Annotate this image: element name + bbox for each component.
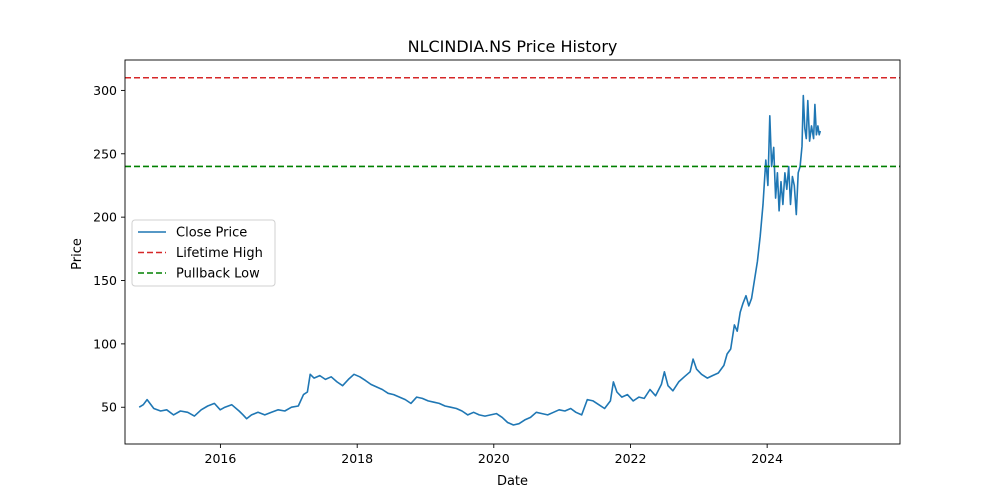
y-tick-label-200: 200 — [93, 210, 117, 225]
x-axis-label: Date — [497, 474, 528, 489]
x-tick-label-2022: 2022 — [615, 451, 647, 466]
x-tick-label-2018: 2018 — [341, 451, 373, 466]
y-tick-label-50: 50 — [101, 400, 117, 415]
legend-label-close-price: Close Price — [176, 226, 247, 241]
legend: Close Price Lifetime High Pullback Low — [131, 219, 276, 287]
x-tick-label-2020: 2020 — [478, 451, 510, 466]
legend-label-lifetime-high: Lifetime High — [176, 246, 263, 261]
chart-title: NLCINDIA.NS Price History — [408, 37, 618, 56]
y-tick-label-150: 150 — [93, 273, 117, 288]
close-price-line — [138, 94, 822, 426]
legend-label-pullback-low: Pullback Low — [176, 267, 260, 282]
x-tick-label-2016: 2016 — [205, 451, 237, 466]
axes-frame — [124, 59, 901, 445]
y-axis-label: Price — [70, 238, 85, 270]
plot-series-group — [125, 76, 900, 426]
plot-area — [125, 76, 900, 426]
y-tick-label-300: 300 — [93, 83, 117, 98]
axes: 2016 2018 2020 2022 2024 50 100 150 200 250 300 — [93, 59, 901, 466]
y-tick-label-250: 250 — [93, 146, 117, 161]
x-tick-label-2024: 2024 — [751, 451, 783, 466]
legend-box — [131, 219, 276, 287]
chart-title-group: NLCINDIA.NS Price History — [408, 37, 618, 56]
y-tick-label-100: 100 — [93, 336, 117, 351]
